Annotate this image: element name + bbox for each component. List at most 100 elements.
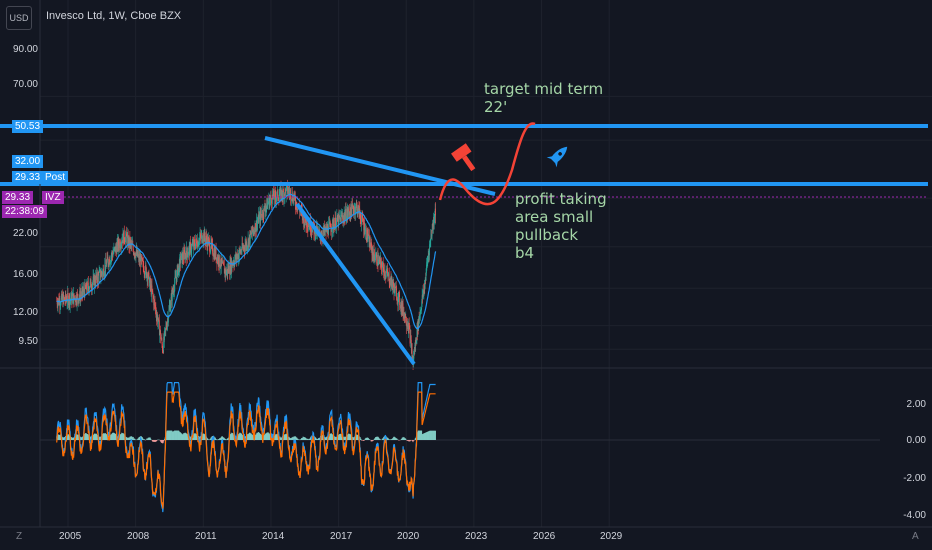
osc-histogram-bar [276, 433, 278, 440]
price-tag-32: 32.00 [12, 155, 44, 168]
candle-body [92, 276, 94, 283]
candle-body [405, 322, 407, 324]
osc-histogram-bar [382, 438, 384, 440]
osc-histogram-bar [229, 434, 231, 440]
osc-histogram-bar [355, 434, 357, 440]
x-tick-label: 2017 [330, 531, 353, 542]
candle-body [335, 217, 336, 230]
candle-body [184, 253, 186, 260]
candle-body [210, 240, 212, 250]
candle-body [249, 231, 251, 243]
osc-histogram-bar [110, 434, 112, 440]
osc-histogram-bar [405, 439, 407, 440]
osc-histogram-bar [360, 438, 362, 440]
osc-histogram-bar [133, 438, 135, 440]
candle-body [242, 243, 243, 248]
candle-body [94, 282, 96, 284]
osc-histogram-bar [429, 430, 431, 440]
candle-body [83, 288, 84, 292]
osc-histogram-bar [186, 433, 188, 440]
osc-histogram-bar [193, 433, 195, 440]
candle-body [247, 238, 249, 246]
candle-body [405, 313, 407, 323]
osc-histogram-bar [267, 432, 269, 440]
osc-histogram-bar [202, 434, 204, 440]
candle-body [142, 258, 143, 261]
rocket-icon[interactable] [546, 142, 572, 168]
candle-body [113, 252, 114, 254]
candle-body [141, 258, 143, 260]
osc-histogram-bar [307, 438, 309, 440]
osc-histogram-bar [154, 440, 155, 442]
candle-body [366, 238, 368, 241]
candle-body [285, 187, 287, 196]
candle-body [423, 286, 425, 290]
candle-body [246, 247, 248, 249]
candle-body [253, 230, 255, 233]
osc-histogram-bar [105, 434, 107, 440]
projection-curve[interactable] [438, 122, 536, 206]
osc-histogram-bar [425, 432, 427, 440]
candle-body [222, 261, 223, 264]
annotation-target[interactable]: target mid term 22' [484, 80, 604, 116]
osc-histogram-bar [81, 436, 83, 440]
osc-histogram-bar [242, 435, 243, 440]
osc-histogram-bar [412, 440, 414, 442]
osc-histogram-bar [226, 439, 228, 440]
candle-body [161, 338, 163, 344]
candle-body [56, 301, 58, 305]
currency-button[interactable]: USD [6, 6, 32, 30]
osc-histogram-bar [387, 438, 389, 440]
osc-histogram-bar [219, 438, 221, 440]
candle-body [414, 345, 416, 355]
trendline-descending[interactable] [264, 136, 496, 196]
candle-body [207, 237, 209, 246]
osc-histogram-bar [149, 437, 151, 440]
annotation-profit[interactable]: profit taking area small pullback b4 [515, 190, 607, 262]
osc-histogram-bar [401, 438, 403, 440]
candle-body [407, 326, 409, 332]
osc-histogram-bar [286, 434, 288, 440]
candle-body [228, 266, 230, 273]
candle-body [57, 304, 58, 307]
osc-histogram-bar [305, 437, 307, 440]
candle-body [363, 222, 365, 231]
candle-body [177, 265, 178, 270]
candle-body [297, 208, 298, 211]
candle-body [138, 254, 140, 261]
candle-body [218, 257, 220, 265]
candle-body [248, 238, 249, 248]
hammer-icon[interactable] [451, 143, 481, 175]
osc-histogram-bar [151, 440, 153, 441]
candle-body [247, 245, 249, 248]
candle-body [274, 190, 275, 200]
osc-histogram-bar [231, 433, 233, 440]
zoom-reset[interactable]: Z [16, 531, 23, 542]
osc-histogram-bar [285, 433, 287, 440]
osc-histogram-bar [424, 433, 426, 440]
candle-body [197, 244, 199, 247]
candle-body [57, 301, 59, 307]
candle-body [176, 277, 178, 281]
candle-body [342, 215, 343, 217]
candle-body [433, 220, 435, 224]
osc-histogram-bar [176, 430, 178, 440]
x-tick-label: 2026 [533, 531, 556, 542]
candle-body [389, 284, 391, 286]
osc-histogram-bar [134, 438, 136, 440]
osc-histogram-bar [267, 433, 268, 440]
osc-histogram-bar [275, 434, 277, 440]
candle-body [324, 229, 326, 232]
candle-body [331, 230, 333, 232]
osc-histogram-bar [296, 437, 298, 440]
osc-histogram-bar [139, 437, 140, 440]
auto-scale-button[interactable]: A [912, 531, 919, 542]
osc-histogram-bar [155, 440, 156, 443]
candle-body [232, 264, 233, 266]
candle-body [303, 215, 305, 224]
osc-histogram-bar [169, 430, 171, 440]
osc-histogram-bar [340, 434, 342, 440]
candle-body [191, 245, 193, 251]
trendline-drop[interactable] [295, 202, 416, 366]
